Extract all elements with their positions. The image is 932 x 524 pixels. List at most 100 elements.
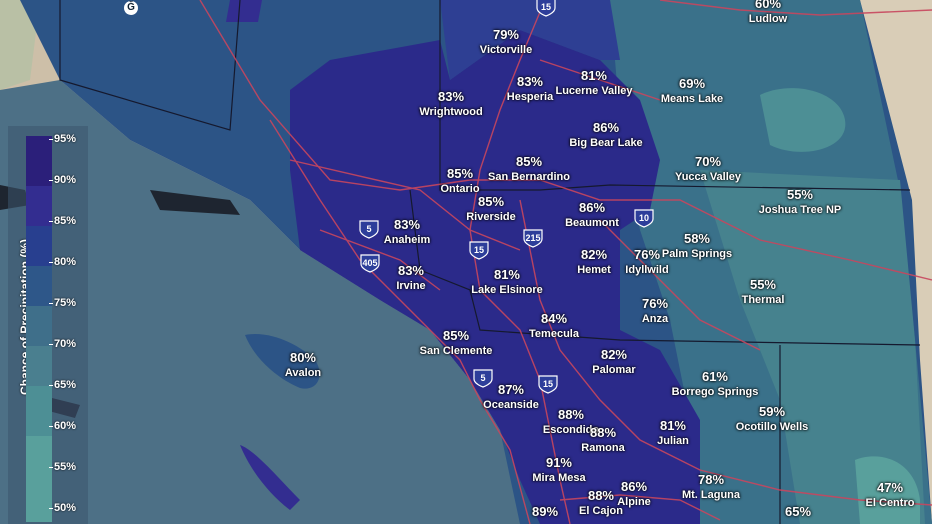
legend-color-bar — [26, 136, 52, 522]
location-label: 86% Big Bear Lake — [569, 121, 642, 149]
location-name: Julian — [657, 435, 689, 447]
location-percent: 83% — [437, 89, 465, 104]
location-name: Thermal — [741, 294, 785, 306]
location-label: 82% Palomar — [592, 348, 635, 376]
location-label: 81% Lake Elsinore — [471, 268, 543, 296]
legend-tick: 70% — [48, 338, 77, 350]
interstate-shield-icon: 10 — [633, 208, 655, 228]
location-percent: 85% — [446, 166, 474, 181]
location-label: 47% El Centro — [866, 481, 915, 509]
location-label: 58% Palm Springs — [662, 232, 732, 260]
interstate-shield-icon: 15 — [535, 0, 557, 17]
location-name: Oceanside — [483, 399, 539, 411]
location-label: 83% Wrightwood — [419, 90, 482, 118]
location-percent: 61% — [701, 369, 729, 384]
location-label: 55% Joshua Tree NP — [759, 188, 842, 216]
location-name: El Cajon — [578, 505, 624, 517]
location-name: Palm Springs — [661, 248, 733, 260]
location-name: El Centro — [865, 497, 915, 509]
interstate-shield-icon: 15 — [468, 240, 490, 260]
location-percent: 55% — [786, 187, 814, 202]
location-percent: 55% — [749, 277, 777, 292]
precipitation-legend: Chance of Precipitation (%) 95% 90% 85% … — [8, 126, 88, 524]
location-label: 88% Escondido — [543, 408, 599, 436]
location-name: Beaumont — [565, 217, 619, 229]
location-label: 85% Ontario — [440, 167, 479, 195]
location-percent: 83% — [397, 263, 425, 278]
location-label: 87% Oceanside — [483, 383, 539, 411]
location-name: Palomar — [592, 364, 636, 376]
interstate-shield-icon: 215 — [522, 228, 544, 248]
location-label: 81% Lucerne Valley — [555, 69, 632, 97]
legend-tick: 75% — [48, 297, 77, 309]
highway-label: 405 — [362, 258, 378, 268]
location-percent: 47% — [876, 480, 904, 495]
location-percent: 81% — [659, 418, 687, 433]
location-label: 83% Hesperia — [507, 75, 553, 103]
location-label: 79% Victorville — [480, 28, 532, 56]
location-name: Escondido — [542, 424, 600, 436]
location-label: 85% San Clemente — [420, 329, 493, 357]
location-name: Wrightwood — [419, 106, 483, 118]
location-name: Mira Mesa — [532, 472, 586, 484]
highway-label: 15 — [542, 379, 553, 389]
location-label: 86% Alpine — [617, 480, 651, 508]
location-percent: 87% — [497, 382, 525, 397]
location-percent: 88% — [587, 488, 615, 503]
location-name: Mt. Laguna — [681, 489, 741, 501]
location-label: 78% Mt. Laguna — [682, 473, 740, 501]
legend-tick: 65% — [48, 379, 77, 391]
location-name: Big Bear Lake — [569, 137, 643, 149]
location-name: Anaheim — [383, 234, 431, 246]
location-percent: 79% — [492, 27, 520, 42]
location-name: San Bernardino — [488, 171, 570, 183]
location-percent: 91% — [545, 455, 573, 470]
location-label: 86% Beaumont — [565, 201, 619, 229]
highway-label: 10 — [638, 213, 649, 223]
location-name: Means Lake — [660, 93, 724, 105]
location-label: 61% Borrego Springs — [672, 370, 759, 398]
interstate-shield-icon: 15 — [537, 374, 559, 394]
location-label: 89% — [532, 505, 558, 522]
location-percent: 65% — [784, 504, 812, 519]
location-label: 60% Ludlow — [749, 0, 788, 25]
location-label: 84% Temecula — [529, 312, 579, 340]
location-name: Hesperia — [506, 91, 554, 103]
location-label: 81% Julian — [657, 419, 689, 447]
location-label: 88% El Cajon — [579, 489, 623, 517]
location-name: San Clemente — [419, 345, 493, 357]
legend-tick: 95% — [48, 133, 77, 145]
location-label: 91% Mira Mesa — [532, 456, 585, 484]
location-name: Ramona — [581, 442, 625, 454]
location-percent: 60% — [754, 0, 782, 11]
location-percent: 76% — [633, 247, 661, 262]
location-percent: 86% — [592, 120, 620, 135]
location-percent: 83% — [393, 217, 421, 232]
location-label: 76% Anza — [642, 297, 668, 325]
location-name: Anza — [641, 313, 669, 325]
location-name: Ocotillo Wells — [735, 421, 809, 433]
legend-tick: 90% — [48, 174, 77, 186]
location-name: Ludlow — [748, 13, 788, 25]
highway-label: 15 — [540, 2, 551, 12]
interstate-shield-icon: 5 — [472, 368, 494, 388]
location-percent: 86% — [578, 200, 606, 215]
legend-tick: 80% — [48, 256, 77, 268]
location-percent: 58% — [683, 231, 711, 246]
location-label: 59% Ocotillo Wells — [736, 405, 809, 433]
location-percent: 82% — [580, 247, 608, 262]
compass-icon: Ğ — [124, 1, 138, 15]
location-label: 69% Means Lake — [661, 77, 723, 105]
location-name: Avalon — [284, 367, 322, 379]
location-percent: 69% — [678, 76, 706, 91]
legend-tick: 85% — [48, 215, 77, 227]
location-percent: 82% — [600, 347, 628, 362]
location-name: Lake Elsinore — [471, 284, 543, 296]
location-name: Idyllwild — [625, 264, 669, 276]
location-percent: 88% — [557, 407, 585, 422]
location-name: Riverside — [466, 211, 516, 223]
location-percent: 86% — [620, 479, 648, 494]
interstate-shield-icon: 405 — [359, 253, 381, 273]
location-percent: 85% — [477, 194, 505, 209]
